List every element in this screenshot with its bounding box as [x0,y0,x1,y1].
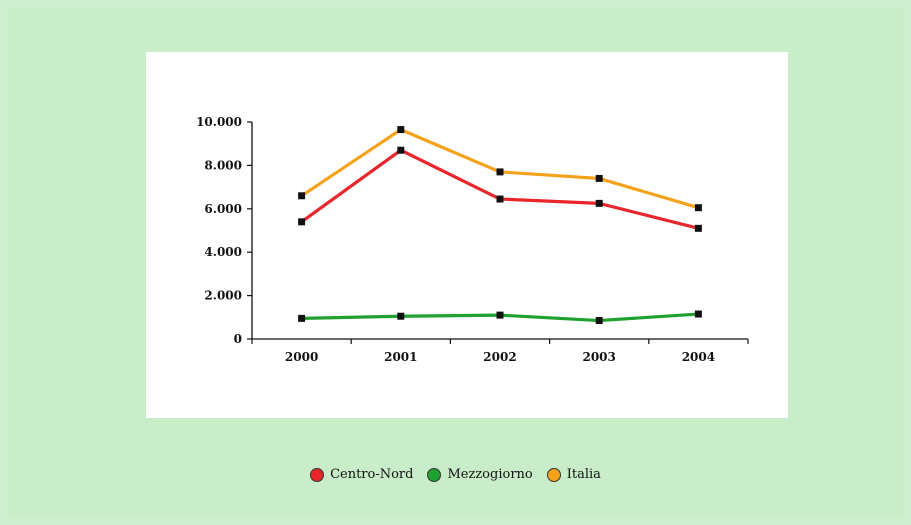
data-point-centro-nord [694,224,702,232]
legend-item-mezzogiorno: Mezzogiorno [427,467,533,482]
x-tick-label: 2002 [483,350,516,364]
legend-label: Mezzogiorno [447,467,533,482]
data-point-italia [298,192,306,200]
legend-item-centro-nord: Centro-Nord [310,467,413,482]
legend: Centro-Nord Mezzogiorno Italia [0,467,911,482]
data-point-mezzogiorno [397,312,405,320]
data-point-italia [694,204,702,212]
x-tick-label: 2003 [582,350,615,364]
x-tick-label: 2000 [285,350,318,364]
x-tick-label: 2004 [682,350,715,364]
data-point-italia [397,126,405,134]
legend-item-italia: Italia [546,467,601,482]
data-point-mezzogiorno [298,314,306,322]
y-tick-label: 0 [234,332,242,346]
data-point-mezzogiorno [496,311,504,319]
data-point-centro-nord [595,199,603,207]
y-tick-label: 8.000 [204,158,242,172]
legend-swatch [546,467,561,482]
data-point-mezzogiorno [595,317,603,325]
y-tick-label: 10.000 [196,115,242,129]
legend-swatch [427,467,442,482]
data-point-italia [496,168,504,176]
data-point-mezzogiorno [694,310,702,318]
data-point-centro-nord [298,218,306,226]
legend-swatch [310,467,325,482]
x-tick-label: 2001 [384,350,417,364]
y-tick-label: 4.000 [204,245,242,259]
data-point-centro-nord [397,146,405,154]
data-point-centro-nord [496,195,504,203]
y-tick-label: 2.000 [204,289,242,303]
data-point-italia [595,174,603,182]
y-tick-label: 6.000 [204,202,242,216]
chart-panel: 0 2.000 4.000 6.000 8.000 10.000 2000 2001 2002 2… [146,52,788,418]
legend-label: Italia [566,467,601,482]
legend-label: Centro-Nord [330,467,414,482]
line-chart: 0 2.000 4.000 6.000 8.000 10.000 2000 2001 2002 2… [196,115,749,364]
